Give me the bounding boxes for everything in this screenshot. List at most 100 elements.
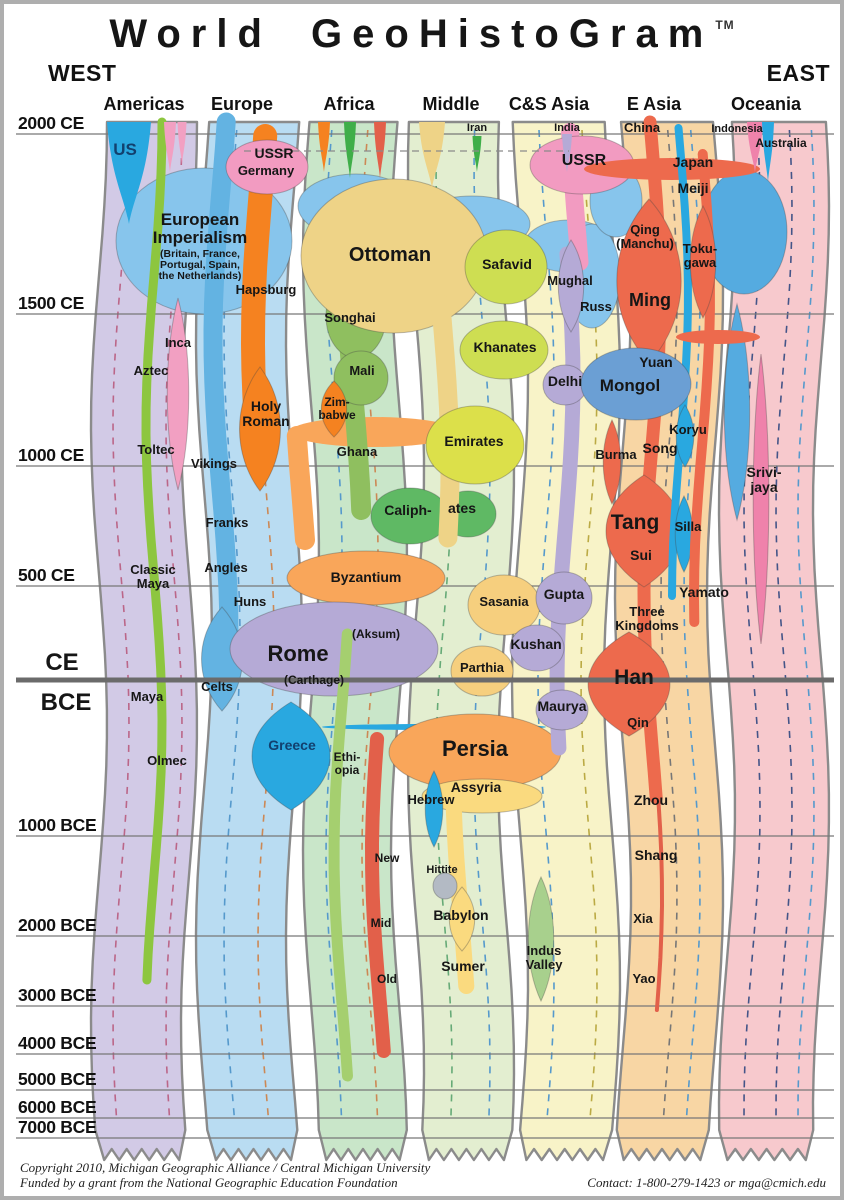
label-china: China xyxy=(624,120,661,135)
label-yamato: Yamato xyxy=(679,584,729,600)
label-aztec: Aztec xyxy=(134,363,169,378)
label-song: Song xyxy=(643,440,678,456)
tick-label-7000-bce: 7000 BCE xyxy=(18,1117,96,1137)
label-caliph: Caliph- xyxy=(384,502,432,518)
label-ottoman: Ottoman xyxy=(349,244,431,266)
band-division-oceania-0 xyxy=(743,129,761,1119)
label-emirates: Emirates xyxy=(444,433,503,449)
label-indonesia: Indonesia xyxy=(711,123,763,135)
civ-rome xyxy=(229,601,439,697)
civ-china-flow-ancient xyxy=(654,800,665,1012)
region-header-c-s-asia: C&S Asia xyxy=(509,94,590,114)
civ-inca xyxy=(166,297,190,491)
label-hapsburg: Hapsburg xyxy=(236,282,297,297)
copyright-line: Copyright 2010, Michigan Geographic Alli… xyxy=(20,1160,431,1176)
civ-americas-pink-2 xyxy=(177,122,187,164)
label-xia: Xia xyxy=(633,911,653,926)
label-byzantium: Byzantium xyxy=(331,569,402,585)
label-era-bce: BCE xyxy=(41,689,92,716)
label-qing: Qing (Manchu) xyxy=(616,222,674,251)
footer-credits: Copyright 2010, Michigan Geographic Alli… xyxy=(20,1160,431,1191)
civ-srivijaya xyxy=(752,353,770,645)
civ-maurya xyxy=(535,689,589,731)
label-germany: Germany xyxy=(238,163,295,178)
label-hittite: Hittite xyxy=(426,864,457,876)
civ-japan-imperial-bar xyxy=(584,158,760,180)
trademark-mark: TM xyxy=(715,18,735,32)
tick-label-4000-bce: 4000 BCE xyxy=(18,1033,96,1053)
west-label: WEST xyxy=(48,60,117,86)
civ-korea-flow xyxy=(668,124,692,600)
label-mali: Mali xyxy=(349,363,374,378)
tick-label-500-ce: 500 CE xyxy=(18,565,75,585)
region-header-africa: Africa xyxy=(323,94,375,114)
label-delhi: Delhi xyxy=(548,373,582,389)
page-title-text: World GeoHistoGram xyxy=(109,12,714,56)
civ-africa-spike-red xyxy=(374,122,386,178)
label-olmec: Olmec xyxy=(147,753,187,768)
label-aksum: (Aksum) xyxy=(352,627,400,641)
label-silla: Silla xyxy=(675,519,703,534)
label-songhai: Songhai xyxy=(324,310,375,325)
label-toltec: Toltec xyxy=(137,442,174,457)
label-ussr-csasia: USSR xyxy=(562,152,607,169)
region-header-oceania: Oceania xyxy=(731,94,802,114)
civ-khanates xyxy=(459,320,549,380)
label-assyria: Assyria xyxy=(451,779,502,795)
label-celts: Celts xyxy=(201,679,233,694)
band-division-americas-0 xyxy=(112,129,130,1119)
label-egypt-mid: Mid xyxy=(371,916,392,930)
band-division-csasia-1 xyxy=(580,129,598,1119)
label-holy-roman: Holy Roman xyxy=(242,398,289,429)
label-imperialism-countries: (Britain, France, Portugal, Spain, the Net… xyxy=(159,248,242,282)
label-tokugawa: Toku-gawa xyxy=(683,241,717,270)
civ-hittite xyxy=(432,872,458,900)
label-russ: Russ xyxy=(580,299,612,314)
label-maya: Maya xyxy=(131,689,164,704)
label-han: Han xyxy=(614,666,654,689)
label-mughal: Mughal xyxy=(547,273,593,288)
label-koryu: Koryu xyxy=(669,422,707,437)
label-indus-valley: Indus Valley xyxy=(526,943,564,972)
label-sasania: Sasania xyxy=(479,594,529,609)
band-division-oceania-1 xyxy=(775,129,793,1119)
tick-label-2000-ce: 2000 CE xyxy=(18,113,84,133)
region-header-middle: Middle xyxy=(423,94,480,114)
label-india: India xyxy=(554,122,581,134)
civ-mughal xyxy=(557,239,585,333)
label-gupta: Gupta xyxy=(544,586,585,602)
civ-silla xyxy=(674,494,694,574)
tick-label-1000-ce: 1000 CE xyxy=(18,445,84,465)
civ-tokugawa xyxy=(689,204,717,320)
label-japan: Japan xyxy=(673,154,713,170)
label-zhou: Zhou xyxy=(634,792,668,808)
footer: Copyright 2010, Michigan Geographic Alli… xyxy=(20,1160,826,1191)
label-meiji: Meiji xyxy=(677,180,708,196)
civ-zimbabwe xyxy=(320,380,348,438)
civ-parthia xyxy=(450,645,514,697)
label-three-kingdoms: Three Kingdoms xyxy=(615,604,679,633)
label-ghana: Ghana xyxy=(337,444,378,459)
title-row: World GeoHistoGram TM xyxy=(4,12,840,57)
label-srivijaya: Srivi-jaya xyxy=(746,464,781,495)
civ-us xyxy=(107,122,151,224)
label-ates: ates xyxy=(448,500,476,516)
civ-oceania-pink-spike xyxy=(747,122,763,172)
civ-ottoman-spike xyxy=(419,122,445,188)
label-kushan: Kushan xyxy=(510,636,561,652)
label-ussr-europe: USSR xyxy=(255,145,294,161)
band-division-oceania-2 xyxy=(797,129,815,1119)
label-shang: Shang xyxy=(635,847,678,863)
label-persia: Persia xyxy=(442,736,509,761)
civ-ethiopia-flow xyxy=(328,628,353,1082)
civ-egypt-flow xyxy=(364,732,391,1058)
label-burma: Burma xyxy=(595,447,637,462)
civ-koryu xyxy=(675,404,695,468)
label-european-imperialism: European Imperialism xyxy=(153,210,248,247)
histogram-canvas: 2000 CE 1500 CE 1000 CE 500 CE 1000 BCE 2000 … xyxy=(16,94,834,1162)
region-header-americas: Americas xyxy=(103,94,184,114)
civ-burma-flow xyxy=(602,418,622,506)
label-vikings: Vikings xyxy=(191,456,237,471)
tick-label-6000-bce: 6000 BCE xyxy=(18,1097,96,1117)
